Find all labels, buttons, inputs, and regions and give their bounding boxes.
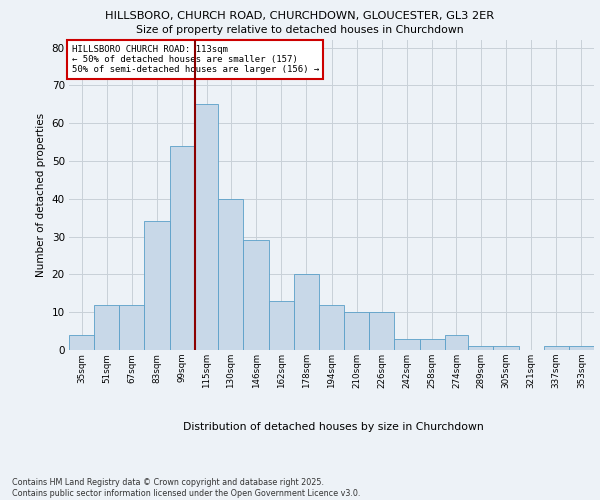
Text: Contains HM Land Registry data © Crown copyright and database right 2025.
Contai: Contains HM Land Registry data © Crown c…: [12, 478, 361, 498]
Bar: [419, 338, 445, 350]
Bar: [195, 104, 218, 350]
Text: HILLSBORO, CHURCH ROAD, CHURCHDOWN, GLOUCESTER, GL3 2ER: HILLSBORO, CHURCH ROAD, CHURCHDOWN, GLOU…: [106, 11, 494, 21]
Bar: [344, 312, 369, 350]
Bar: [319, 304, 344, 350]
Bar: [445, 335, 468, 350]
Bar: [544, 346, 569, 350]
Text: HILLSBORO CHURCH ROAD: 113sqm
← 50% of detached houses are smaller (157)
50% of : HILLSBORO CHURCH ROAD: 113sqm ← 50% of d…: [71, 44, 319, 74]
Bar: [119, 304, 145, 350]
Bar: [493, 346, 518, 350]
Bar: [218, 199, 244, 350]
Bar: [69, 335, 94, 350]
Text: Size of property relative to detached houses in Churchdown: Size of property relative to detached ho…: [136, 25, 464, 35]
Text: Distribution of detached houses by size in Churchdown: Distribution of detached houses by size …: [182, 422, 484, 432]
Bar: [170, 146, 195, 350]
Bar: [468, 346, 493, 350]
Y-axis label: Number of detached properties: Number of detached properties: [36, 113, 46, 277]
Bar: [269, 301, 294, 350]
Bar: [369, 312, 394, 350]
Bar: [394, 338, 419, 350]
Bar: [294, 274, 319, 350]
Bar: [145, 222, 170, 350]
Bar: [244, 240, 269, 350]
Bar: [94, 304, 119, 350]
Bar: [569, 346, 594, 350]
